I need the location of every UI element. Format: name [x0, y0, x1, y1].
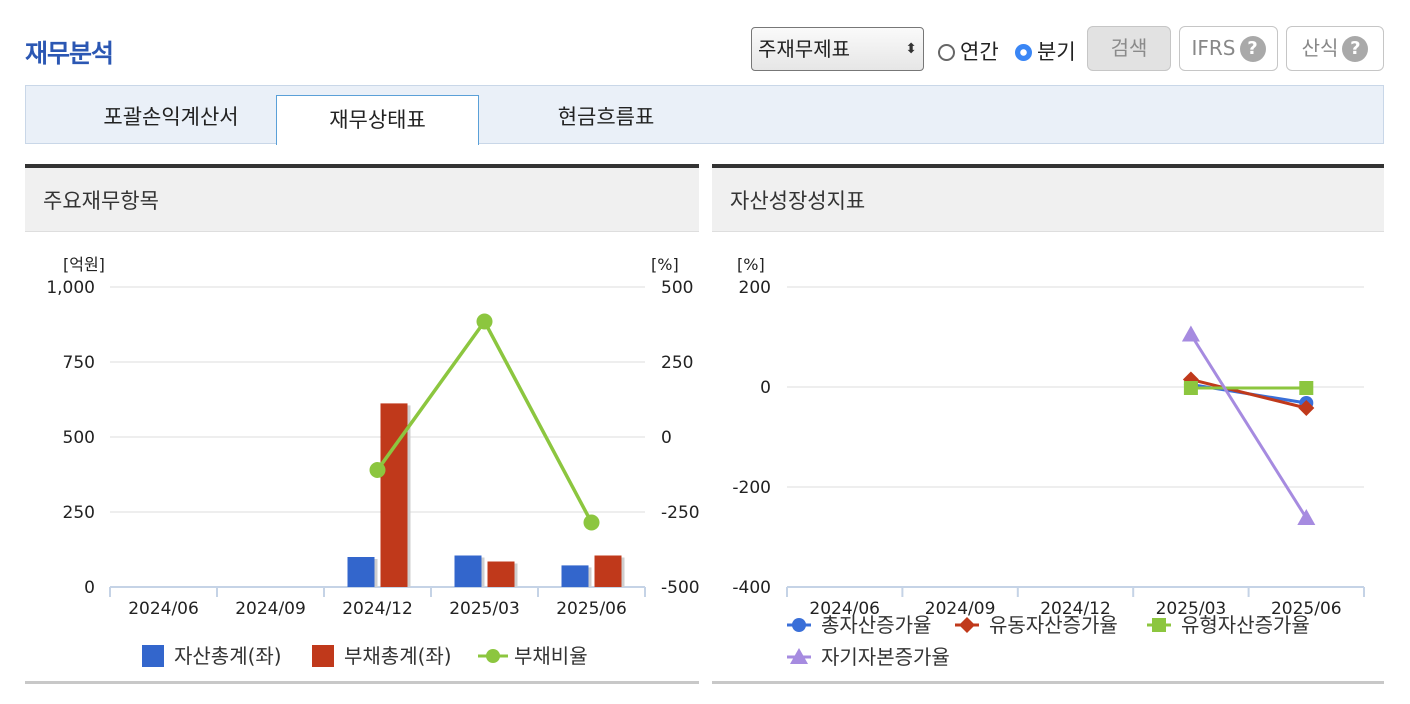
- help-icon: ?: [1342, 36, 1369, 62]
- y-right-unit: [%]: [651, 255, 679, 274]
- x-tick-label: 2024/12: [1040, 599, 1111, 619]
- legend-label: 부채총계(좌): [344, 644, 452, 668]
- legend-marker: [959, 617, 975, 633]
- y-right-tick: -250: [661, 503, 699, 523]
- x-tick-label: 2024/06: [809, 599, 880, 619]
- radio-annual-icon: [938, 44, 955, 61]
- legend-label: 유동자산증가율: [989, 613, 1118, 637]
- line-point: [583, 514, 600, 531]
- tab-income-statement[interactable]: 포괄손익계산서: [103, 105, 239, 129]
- bar: [380, 403, 408, 587]
- line-point: [1298, 400, 1315, 416]
- legend-label: 자기자본증가율: [821, 645, 950, 669]
- line-point: [369, 462, 386, 478]
- legend-label: 자산총계(좌): [174, 644, 282, 668]
- line-point: [476, 313, 493, 330]
- series-line: [1190, 378, 1307, 410]
- x-tick-label: 2025/03: [449, 599, 520, 619]
- statement-type-value: 주재무제표: [758, 37, 850, 61]
- legend-marker: [792, 618, 806, 632]
- y-right-tick: 0: [661, 428, 672, 448]
- ifrs-label: IFRS: [1191, 36, 1236, 60]
- y-tick: -400: [732, 578, 771, 598]
- legend-swatch: [142, 645, 164, 667]
- y-tick: -200: [732, 478, 771, 498]
- legend-label: 총자산증가율: [821, 613, 931, 637]
- bar: [487, 561, 515, 587]
- financial-items-chart: [억원] [%] 1,000 750 500 250 0 500 250 0 -250 -500 202…: [46, 255, 699, 668]
- asset-growth-chart: [%] 200 0 -200 -400 2024/06 2024/09 2024/12 2025…: [732, 255, 1365, 669]
- x-tick-label: 2025/06: [1271, 599, 1342, 619]
- bar: [594, 555, 622, 587]
- bar: [561, 565, 589, 587]
- y-left-tick: 500: [63, 428, 95, 448]
- ifrs-help-button[interactable]: IFRS?: [1179, 26, 1278, 71]
- left-panel-title: 주요재무항목: [25, 168, 699, 232]
- y-left-unit: [억원]: [63, 255, 105, 274]
- legend-swatch: [312, 645, 334, 667]
- right-panel-title: 자산성장성지표: [712, 168, 1384, 232]
- radio-quarter-label: 분기: [1037, 40, 1076, 64]
- legend-marker: [486, 649, 500, 663]
- legend-marker: [1152, 618, 1166, 632]
- x-tick-label: 2024/06: [128, 599, 199, 619]
- line-point: [1297, 509, 1316, 525]
- chevron-updown-icon: ⬍: [905, 41, 917, 57]
- y-tick: 200: [739, 278, 771, 298]
- x-tick-label: 2024/09: [925, 599, 996, 619]
- help-icon: ?: [1239, 36, 1266, 62]
- search-button[interactable]: 검색: [1087, 26, 1171, 71]
- y-left-tick: 0: [84, 578, 95, 598]
- formula-label: 산식: [1301, 36, 1339, 60]
- bar: [454, 555, 482, 587]
- tab-cash-flow[interactable]: 현금흐름표: [557, 105, 655, 129]
- statement-type-select[interactable]: 주재무제표 ⬍: [751, 27, 924, 71]
- radio-annual[interactable]: 연간: [938, 36, 999, 66]
- formula-help-button[interactable]: 산식?: [1286, 26, 1384, 71]
- x-tick-label: 2025/06: [556, 599, 627, 619]
- y-left-tick: 1,000: [46, 278, 95, 298]
- series-line: [1189, 333, 1308, 519]
- radio-annual-label: 연간: [960, 40, 999, 64]
- x-tick-label: 2024/09: [235, 599, 306, 619]
- legend-label: 부채비율: [514, 644, 588, 668]
- legend-marker: [790, 648, 808, 664]
- y-left-tick: 750: [63, 353, 95, 373]
- y-unit: [%]: [737, 255, 765, 274]
- y-right-tick: 250: [661, 353, 693, 373]
- y-right-tick: 500: [661, 278, 693, 298]
- search-button-label: 검색: [1110, 36, 1148, 60]
- line-point: [1181, 325, 1200, 342]
- x-tick-label: 2024/12: [342, 599, 413, 619]
- y-tick: 0: [760, 378, 771, 398]
- tab-balance-sheet[interactable]: 재무상태표: [276, 95, 479, 145]
- x-tick-label: 2025/03: [1156, 599, 1227, 619]
- legend-label: 유형자산증가율: [1181, 613, 1310, 637]
- radio-quarter[interactable]: 분기: [1015, 36, 1076, 66]
- line-point: [1299, 381, 1314, 395]
- line-point: [1183, 381, 1198, 395]
- left-chart-panel: 주요재무항목 [억원] [%] 1,000 750 500 250 0 500 250 0 -250…: [25, 164, 699, 684]
- bar: [347, 557, 375, 587]
- y-left-tick: 250: [63, 503, 95, 523]
- y-right-tick: -500: [661, 578, 699, 598]
- right-chart-panel: 자산성장성지표 [%] 200 0 -200 -400 2024/06 2024/09 202…: [712, 164, 1384, 684]
- page-title: 재무분석: [25, 39, 114, 68]
- radio-quarter-icon: [1015, 44, 1032, 61]
- statement-tabs: 포괄손익계산서 재무상태표 현금흐름표: [25, 85, 1384, 145]
